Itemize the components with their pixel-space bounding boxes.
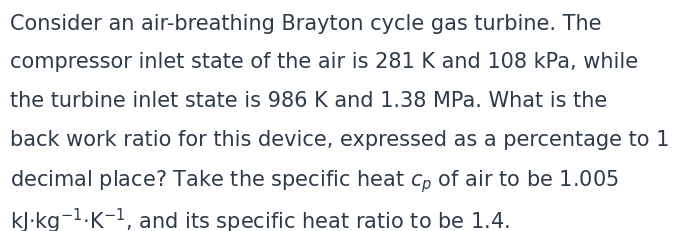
Text: back work ratio for this device, expressed as a percentage to 1: back work ratio for this device, express… xyxy=(10,129,669,149)
Text: compressor inlet state of the air is 281 K and 108 kPa, while: compressor inlet state of the air is 281… xyxy=(10,52,638,72)
Text: Consider an air-breathing Brayton cycle gas turbine. The: Consider an air-breathing Brayton cycle … xyxy=(10,14,602,34)
Text: decimal place? Take the specific heat $c_p$ of air to be 1.005: decimal place? Take the specific heat $c… xyxy=(10,167,619,194)
Text: the turbine inlet state is 986 K and 1.38 MPa. What is the: the turbine inlet state is 986 K and 1.3… xyxy=(10,91,607,110)
Text: kJ$\cdot$kg$^{-1}$$\cdot$K$^{-1}$, and its specific heat ratio to be 1.4.: kJ$\cdot$kg$^{-1}$$\cdot$K$^{-1}$, and i… xyxy=(10,206,510,231)
